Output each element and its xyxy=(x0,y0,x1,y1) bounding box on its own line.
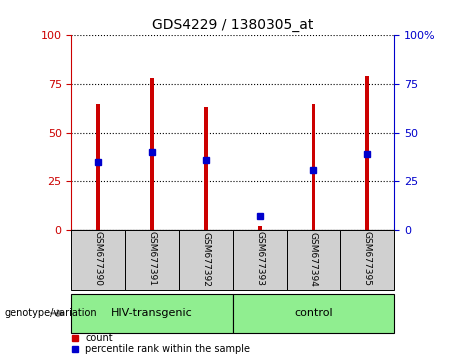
Bar xyxy=(233,294,394,333)
Text: HIV-transgenic: HIV-transgenic xyxy=(111,308,193,318)
Bar xyxy=(71,230,125,290)
Bar xyxy=(258,226,261,230)
Text: GSM677394: GSM677394 xyxy=(309,232,318,286)
Text: GSM677393: GSM677393 xyxy=(255,232,264,286)
Title: GDS4229 / 1380305_at: GDS4229 / 1380305_at xyxy=(152,18,313,32)
Text: percentile rank within the sample: percentile rank within the sample xyxy=(85,344,250,354)
Bar xyxy=(96,103,100,230)
Bar xyxy=(179,230,233,290)
Bar xyxy=(366,76,369,230)
Bar xyxy=(340,230,394,290)
Bar xyxy=(287,230,340,290)
Text: genotype/variation: genotype/variation xyxy=(5,308,97,318)
Bar xyxy=(204,107,208,230)
Bar xyxy=(312,103,315,230)
Bar xyxy=(150,78,154,230)
Text: GSM677390: GSM677390 xyxy=(94,232,103,286)
Bar xyxy=(233,230,287,290)
Bar xyxy=(71,294,233,333)
Text: GSM677391: GSM677391 xyxy=(148,232,157,286)
Text: GSM677395: GSM677395 xyxy=(363,232,372,286)
Text: GSM677392: GSM677392 xyxy=(201,232,210,286)
Text: control: control xyxy=(294,308,333,318)
Bar xyxy=(125,230,179,290)
Text: count: count xyxy=(85,333,112,343)
